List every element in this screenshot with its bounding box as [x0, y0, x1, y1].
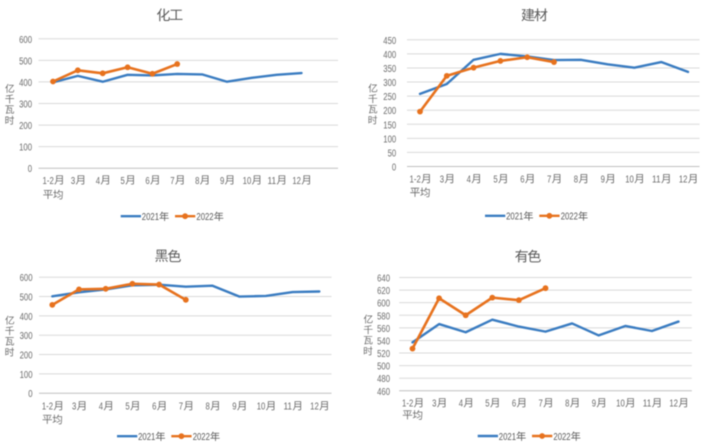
svg-text:6: 6 — [520, 175, 525, 186]
svg-text:500: 500 — [19, 56, 32, 67]
svg-text:4: 4 — [96, 176, 101, 187]
svg-text:600: 600 — [377, 299, 390, 310]
svg-text:400: 400 — [19, 78, 32, 89]
svg-text:2021: 2021 — [506, 212, 524, 223]
svg-text:620: 620 — [377, 286, 390, 297]
svg-text:600: 600 — [19, 35, 32, 46]
svg-text:2022: 2022 — [193, 432, 211, 443]
svg-text:0: 0 — [392, 163, 397, 174]
svg-text:2022: 2022 — [196, 212, 214, 223]
svg-text:520: 520 — [377, 349, 390, 360]
svg-text:9: 9 — [592, 399, 597, 410]
svg-text:11: 11 — [643, 399, 652, 410]
svg-text:12: 12 — [310, 402, 319, 413]
svg-text:10: 10 — [257, 402, 266, 413]
svg-text:600: 600 — [20, 273, 33, 284]
svg-text:8: 8 — [565, 399, 570, 410]
svg-text:480: 480 — [377, 374, 390, 385]
svg-text:12: 12 — [679, 175, 688, 186]
svg-text:100: 100 — [19, 143, 32, 154]
svg-text:3: 3 — [71, 176, 76, 187]
svg-text:11: 11 — [268, 176, 277, 187]
svg-text:4: 4 — [467, 175, 472, 186]
svg-text:4: 4 — [459, 399, 464, 410]
svg-text:0: 0 — [28, 164, 33, 175]
svg-text:12: 12 — [292, 176, 301, 187]
svg-text:300: 300 — [20, 331, 33, 342]
svg-text:1-2: 1-2 — [43, 176, 55, 187]
svg-text:9: 9 — [601, 175, 606, 186]
svg-text:100: 100 — [383, 134, 396, 145]
svg-text:10: 10 — [616, 399, 625, 410]
svg-text:250: 250 — [383, 92, 396, 103]
svg-text:7: 7 — [539, 399, 544, 410]
svg-text:2021: 2021 — [138, 432, 156, 443]
svg-text:560: 560 — [377, 324, 390, 335]
svg-text:5: 5 — [125, 402, 130, 413]
svg-text:200: 200 — [20, 351, 33, 362]
svg-text:350: 350 — [383, 64, 396, 75]
svg-text:640: 640 — [377, 274, 390, 285]
svg-text:5: 5 — [485, 399, 490, 410]
svg-text:2021: 2021 — [142, 212, 160, 223]
svg-text:10: 10 — [243, 176, 252, 187]
svg-text:1-2: 1-2 — [410, 175, 422, 186]
svg-text:3: 3 — [72, 402, 77, 413]
svg-text:500: 500 — [377, 362, 390, 373]
svg-text:450: 450 — [383, 36, 396, 47]
svg-text:2022: 2022 — [553, 432, 571, 443]
svg-text:11: 11 — [652, 175, 661, 186]
svg-text:6: 6 — [512, 399, 517, 410]
svg-text:2022: 2022 — [561, 212, 579, 223]
svg-text:8: 8 — [206, 402, 211, 413]
svg-text:9: 9 — [232, 402, 237, 413]
svg-text:10: 10 — [625, 175, 634, 186]
svg-text:6: 6 — [145, 176, 150, 187]
svg-text:8: 8 — [574, 175, 579, 186]
svg-text:100: 100 — [20, 370, 33, 381]
svg-text:1-2: 1-2 — [42, 402, 54, 413]
svg-text:6: 6 — [152, 402, 157, 413]
svg-text:5: 5 — [121, 176, 126, 187]
svg-text:500: 500 — [20, 293, 33, 304]
svg-text:8: 8 — [195, 176, 200, 187]
svg-text:540: 540 — [377, 336, 390, 347]
svg-text:5: 5 — [493, 175, 498, 186]
svg-text:7: 7 — [547, 175, 552, 186]
svg-text:200: 200 — [19, 121, 32, 132]
svg-text:12: 12 — [669, 399, 678, 410]
svg-text:1-2: 1-2 — [402, 399, 414, 410]
svg-text:50: 50 — [388, 148, 397, 159]
svg-text:0: 0 — [28, 389, 33, 400]
svg-text:580: 580 — [377, 311, 390, 322]
svg-text:9: 9 — [220, 176, 225, 187]
svg-text:300: 300 — [383, 78, 396, 89]
svg-text:460: 460 — [377, 387, 390, 398]
svg-text:200: 200 — [383, 106, 396, 117]
svg-text:7: 7 — [170, 176, 175, 187]
svg-text:400: 400 — [20, 312, 33, 323]
svg-text:3: 3 — [432, 399, 437, 410]
svg-text:11: 11 — [283, 402, 292, 413]
svg-text:300: 300 — [19, 100, 32, 111]
svg-text:2021: 2021 — [499, 432, 517, 443]
svg-text:400: 400 — [383, 50, 396, 61]
svg-text:150: 150 — [383, 120, 396, 131]
svg-text:4: 4 — [99, 402, 104, 413]
svg-text:3: 3 — [440, 175, 445, 186]
svg-text:7: 7 — [179, 402, 184, 413]
